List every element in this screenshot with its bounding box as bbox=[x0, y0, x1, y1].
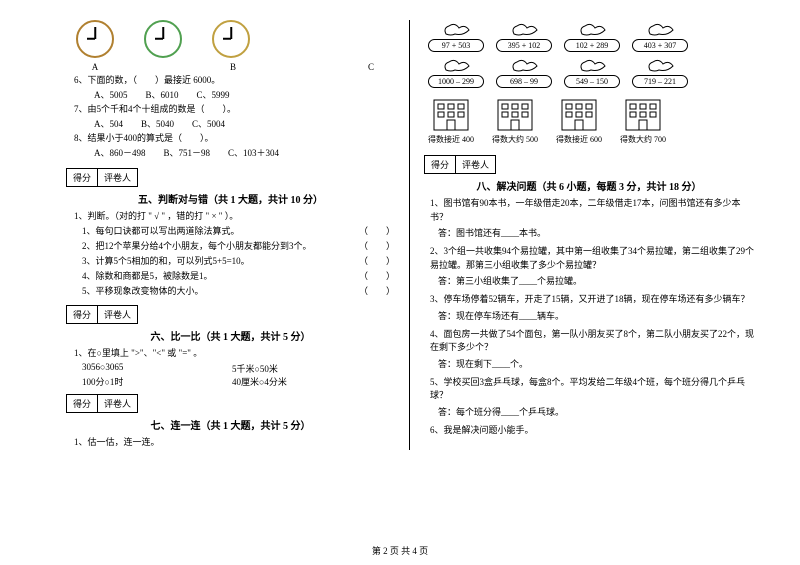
q8-stem: 8、结果小于400的算式是（ ）。 bbox=[74, 132, 395, 145]
judge-3: 3、计算5个5相加的和，可以列式5+5=10。（ ） bbox=[82, 254, 395, 267]
clocks-row bbox=[76, 20, 395, 58]
q7-stem: 7、由5个千和4个十组成的数是（ ）。 bbox=[74, 103, 395, 116]
grader-label: 评卷人 bbox=[98, 169, 137, 186]
q6-opts: A、5005 B、6010 C、5999 bbox=[94, 89, 395, 102]
score-box-6: 得分 评卷人 bbox=[66, 305, 138, 324]
buildings-row: 得数接近 400 得数大约 500 得数接近 600 得数大约 700 bbox=[428, 96, 754, 145]
building-icon bbox=[494, 96, 536, 134]
grader-label: 评卷人 bbox=[98, 395, 137, 412]
bird-item: 549 – 150 bbox=[564, 56, 620, 88]
grader-label: 评卷人 bbox=[456, 156, 495, 173]
building-item: 得数接近 600 bbox=[556, 96, 602, 145]
bird-item: 395 + 102 bbox=[496, 20, 552, 52]
compare-row-2: 100分○1时 40厘米○4分米 bbox=[82, 375, 395, 388]
a8-3: 答：现在停车场还有____辆车。 bbox=[438, 309, 754, 322]
clock-a bbox=[76, 20, 114, 58]
a8-4: 答：现在剩下____个。 bbox=[438, 357, 754, 370]
right-column: 97 + 503 395 + 102 102 + 289 403 + 307 1… bbox=[410, 20, 760, 450]
bird-item: 698 – 99 bbox=[496, 56, 552, 88]
clock-labels: A B C bbox=[76, 62, 395, 72]
bird-icon bbox=[509, 20, 539, 38]
bird-icon bbox=[441, 56, 471, 74]
grader-label: 评卷人 bbox=[98, 306, 137, 323]
q8-6: 6、我是解决问题小能手。 bbox=[430, 424, 754, 438]
q8-1: 1、图书馆有90本书，一年级借走20本，二年级借走17本，问图书馆还有多少本书？ bbox=[430, 197, 754, 224]
bird-icon bbox=[645, 20, 675, 38]
building-icon bbox=[622, 96, 664, 134]
section-6-title: 六、比一比（共 1 大题，共计 5 分） bbox=[66, 328, 395, 343]
q6-stem: 6、下面的数，（ ）最接近 6000。 bbox=[74, 74, 395, 87]
judge-2: 2、把12个苹果分给4个小朋友，每个小朋友都能分到3个。（ ） bbox=[82, 239, 395, 252]
left-column: A B C 6、下面的数，（ ）最接近 6000。 A、5005 B、6010 … bbox=[60, 20, 410, 450]
bird-item: 97 + 503 bbox=[428, 20, 484, 52]
score-box-8: 得分 评卷人 bbox=[424, 155, 496, 174]
bird-icon bbox=[509, 56, 539, 74]
a8-1: 答：图书馆还有____本书。 bbox=[438, 226, 754, 239]
q8-3: 3、停车场停着52辆车，开走了15辆，又开进了18辆，现在停车场还有多少辆车？ bbox=[430, 293, 754, 307]
bird-item: 719 – 221 bbox=[632, 56, 688, 88]
score-label: 得分 bbox=[67, 395, 98, 412]
judge-4: 4、除数和商都是5，被除数是1。（ ） bbox=[82, 269, 395, 282]
a8-5: 答：每个班分得____个乒乓球。 bbox=[438, 405, 754, 418]
q8-5: 5、学校买回3盒乒乓球，每盒8个。平均发给二年级4个班，每个班分得几个乒乓球？ bbox=[430, 376, 754, 403]
building-item: 得数接近 400 bbox=[428, 96, 474, 145]
page-footer: 第 2 页 共 4 页 bbox=[0, 544, 800, 557]
building-item: 得数大约 700 bbox=[620, 96, 666, 145]
bird-item: 403 + 307 bbox=[632, 20, 688, 52]
q8-2: 2、3个组一共收集94个易拉罐，其中第一组收集了34个易拉罐，第二组收集了29个… bbox=[430, 245, 754, 272]
q8-4: 4、面包房一共做了54个面包，第一队小朋友买了8个，第二队小朋友买了22个，现在… bbox=[430, 328, 754, 355]
compare-intro: 1、在○里填上 ">"、"<" 或 "=" 。 bbox=[74, 347, 395, 360]
clock-label-b: B bbox=[214, 62, 252, 72]
section-8-title: 八、解决问题（共 6 小题，每题 3 分，共计 18 分） bbox=[424, 178, 754, 193]
link-intro: 1、估一估，连一连。 bbox=[74, 436, 395, 449]
building-icon bbox=[558, 96, 600, 134]
score-label: 得分 bbox=[67, 306, 98, 323]
bird-icon bbox=[577, 56, 607, 74]
building-item: 得数大约 500 bbox=[492, 96, 538, 145]
birds-row-2: 1000 – 299 698 – 99 549 – 150 719 – 221 bbox=[428, 56, 754, 88]
clock-label-c: C bbox=[352, 62, 390, 72]
score-box-7: 得分 评卷人 bbox=[66, 394, 138, 413]
q7-opts: A、504 B、5040 C、5004 bbox=[94, 118, 395, 131]
clock-label-a: A bbox=[76, 62, 114, 72]
clock-b bbox=[144, 20, 182, 58]
a8-2: 答：第三小组收集了____个易拉罐。 bbox=[438, 274, 754, 287]
bird-icon bbox=[577, 20, 607, 38]
bird-item: 1000 – 299 bbox=[428, 56, 484, 88]
bird-icon bbox=[645, 56, 675, 74]
score-box-5: 得分 评卷人 bbox=[66, 168, 138, 187]
section-5-title: 五、判断对与错（共 1 大题，共计 10 分） bbox=[66, 191, 395, 206]
compare-row-1: 3056○3065 5千米○50米 bbox=[82, 362, 395, 375]
bird-icon bbox=[441, 20, 471, 38]
score-label: 得分 bbox=[425, 156, 456, 173]
building-icon bbox=[430, 96, 472, 134]
judge-5: 5、平移现象改变物体的大小。（ ） bbox=[82, 284, 395, 297]
score-label: 得分 bbox=[67, 169, 98, 186]
clock-c bbox=[212, 20, 250, 58]
judge-1: 1、每句口诀都可以写出两道除法算式。（ ） bbox=[82, 224, 395, 237]
bird-item: 102 + 289 bbox=[564, 20, 620, 52]
birds-row-1: 97 + 503 395 + 102 102 + 289 403 + 307 bbox=[428, 20, 754, 52]
section-7-title: 七、连一连（共 1 大题，共计 5 分） bbox=[66, 417, 395, 432]
judge-intro: 1、判断。（对的打 " √ " ，错的打 " × " ）。 bbox=[74, 210, 395, 223]
q8-opts: A、860－498 B、751－98 C、103＋304 bbox=[94, 147, 395, 160]
